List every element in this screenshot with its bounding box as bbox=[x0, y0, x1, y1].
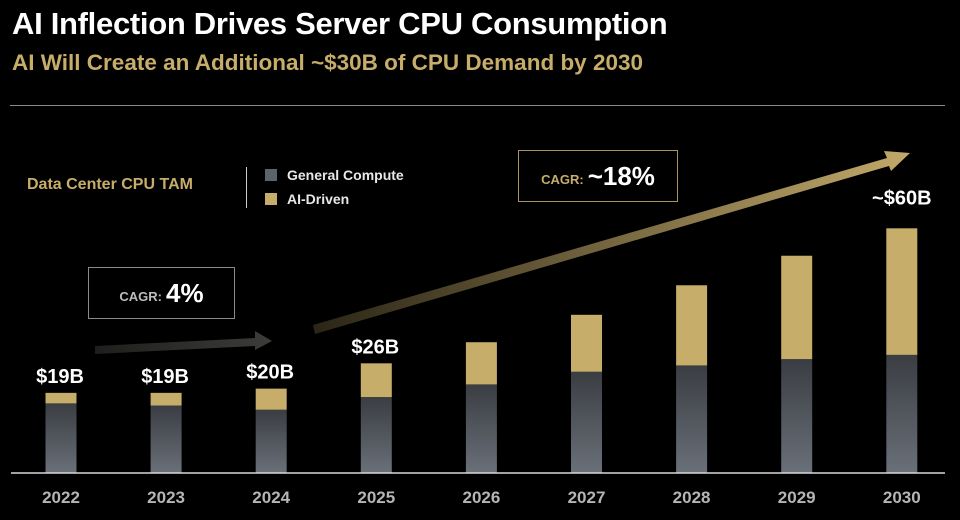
legend-swatch-ai bbox=[265, 193, 277, 205]
page-subtitle: AI Will Create an Additional ~$30B of CP… bbox=[12, 50, 643, 75]
cagr-label: CAGR: bbox=[119, 288, 163, 304]
x-tick-label: 2024 bbox=[252, 488, 290, 507]
bar-general-compute-2030 bbox=[886, 354, 918, 473]
x-tick-label: 2026 bbox=[462, 488, 500, 507]
cagr-box-low: CAGR: 4% bbox=[88, 267, 235, 319]
bar-general-compute-2028 bbox=[676, 365, 708, 473]
total-label: $19B bbox=[141, 366, 189, 388]
bar-ai-driven-2029 bbox=[781, 255, 813, 360]
chart-title: Data Center CPU TAM bbox=[27, 176, 193, 193]
bar-general-compute-2023 bbox=[150, 405, 182, 473]
cagr-label: CAGR: bbox=[541, 171, 584, 187]
x-tick-label: 2025 bbox=[357, 488, 395, 507]
legend-label: General Compute bbox=[287, 167, 404, 183]
x-tick-label: 2027 bbox=[568, 488, 606, 507]
cagr-arrow-high bbox=[313, 151, 910, 334]
bar-ai-driven-2026 bbox=[465, 342, 497, 385]
total-label: $19B bbox=[36, 366, 84, 388]
bar-general-compute-2027 bbox=[571, 371, 602, 473]
cagr-value: ~18% bbox=[587, 160, 655, 191]
bar-general-compute-2024 bbox=[255, 409, 287, 473]
x-tick-label: 2022 bbox=[42, 488, 80, 507]
bar-general-compute-2025 bbox=[360, 397, 392, 473]
x-tick-label: 2023 bbox=[147, 488, 185, 507]
cagr-arrow-low bbox=[95, 331, 272, 354]
divider bbox=[10, 105, 945, 106]
bar-ai-driven-2030 bbox=[886, 228, 918, 355]
x-tick-label: 2029 bbox=[778, 488, 816, 507]
legend-item-ai-driven: AI-Driven bbox=[265, 191, 349, 207]
legend-swatch-general bbox=[265, 169, 277, 181]
legend-label: AI-Driven bbox=[287, 191, 350, 207]
total-label: $20B bbox=[246, 362, 294, 384]
bar-general-compute-2022 bbox=[45, 403, 77, 473]
page-title: AI Inflection Drives Server CPU Consumpt… bbox=[12, 6, 668, 41]
bar-ai-driven-2023 bbox=[150, 392, 182, 406]
bar-ai-driven-2024 bbox=[255, 388, 287, 410]
bar-general-compute-2029 bbox=[781, 359, 813, 473]
legend-divider bbox=[246, 167, 247, 208]
bar-general-compute-2026 bbox=[465, 384, 497, 473]
total-label: $26B bbox=[351, 336, 399, 358]
x-tick-label: 2030 bbox=[883, 488, 921, 507]
bar-ai-driven-2022 bbox=[45, 392, 77, 404]
legend-item-general-compute: General Compute bbox=[265, 167, 404, 183]
bar-ai-driven-2028 bbox=[676, 285, 708, 366]
x-tick-label: 2028 bbox=[673, 488, 711, 507]
cagr-box-high: CAGR: ~18% bbox=[518, 150, 678, 202]
total-label: ~$60B bbox=[872, 187, 932, 209]
bar-ai-driven-2025 bbox=[360, 363, 392, 398]
cagr-value: 4% bbox=[166, 277, 204, 308]
bar-ai-driven-2027 bbox=[571, 314, 602, 372]
